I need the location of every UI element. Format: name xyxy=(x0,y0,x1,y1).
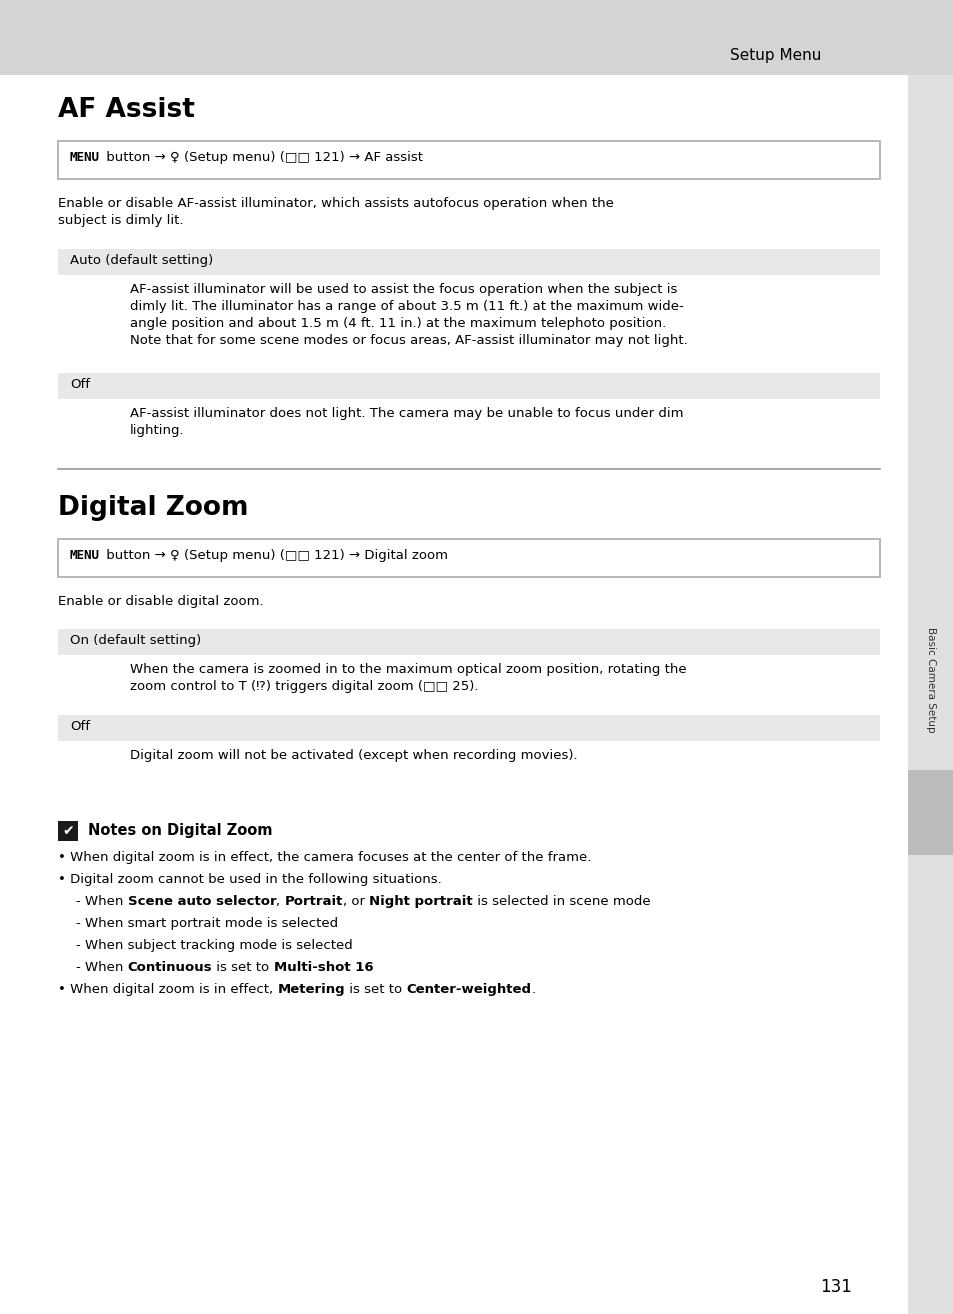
Text: • Digital zoom cannot be used in the following situations.: • Digital zoom cannot be used in the fol… xyxy=(58,872,441,886)
Text: AF-assist illuminator will be used to assist the focus operation when the subjec: AF-assist illuminator will be used to as… xyxy=(130,283,687,347)
Text: is set to: is set to xyxy=(212,961,274,974)
Text: Portrait: Portrait xyxy=(284,895,343,908)
Text: Enable or disable digital zoom.: Enable or disable digital zoom. xyxy=(58,595,263,608)
Bar xyxy=(907,75,953,1314)
Text: Digital Zoom: Digital Zoom xyxy=(58,495,248,520)
Text: Auto (default setting): Auto (default setting) xyxy=(70,254,213,267)
Text: 131: 131 xyxy=(820,1279,851,1296)
Text: , or: , or xyxy=(343,895,369,908)
Text: - When smart portrait mode is selected: - When smart portrait mode is selected xyxy=(76,917,337,930)
Text: Multi-shot 16: Multi-shot 16 xyxy=(274,961,373,974)
Text: • When digital zoom is in effect,: • When digital zoom is in effect, xyxy=(58,983,277,996)
Text: On (default setting): On (default setting) xyxy=(70,633,201,646)
Text: MENU: MENU xyxy=(70,151,100,164)
Text: When the camera is zoomed in to the maximum optical zoom position, rotating the
: When the camera is zoomed in to the maxi… xyxy=(130,664,686,692)
Text: Off: Off xyxy=(70,720,90,733)
Bar xyxy=(58,539,879,577)
Bar xyxy=(58,248,879,275)
Text: • When digital zoom is in effect, the camera focuses at the center of the frame.: • When digital zoom is in effect, the ca… xyxy=(58,851,591,865)
Text: Scene auto selector: Scene auto selector xyxy=(128,895,276,908)
Text: Metering: Metering xyxy=(277,983,345,996)
Text: is selected in scene mode: is selected in scene mode xyxy=(473,895,650,908)
Text: ,: , xyxy=(276,895,284,908)
Text: button → ♀ (Setup menu) (□□ 121) → AF assist: button → ♀ (Setup menu) (□□ 121) → AF as… xyxy=(102,151,422,164)
Bar xyxy=(58,715,879,741)
Bar xyxy=(58,141,879,179)
Bar xyxy=(58,373,879,399)
Text: MENU: MENU xyxy=(70,549,100,562)
Text: Off: Off xyxy=(70,378,90,392)
Bar xyxy=(907,770,953,855)
Text: AF Assist: AF Assist xyxy=(58,97,194,124)
Text: AF-assist illuminator does not light. The camera may be unable to focus under di: AF-assist illuminator does not light. Th… xyxy=(130,407,682,438)
Text: Basic Camera Setup: Basic Camera Setup xyxy=(925,627,935,733)
Bar xyxy=(0,0,953,75)
Text: Notes on Digital Zoom: Notes on Digital Zoom xyxy=(88,823,273,838)
Text: .: . xyxy=(531,983,535,996)
Text: Continuous: Continuous xyxy=(128,961,212,974)
Text: is set to: is set to xyxy=(345,983,406,996)
Text: Setup Menu: Setup Menu xyxy=(729,49,821,63)
Bar xyxy=(58,629,879,654)
Text: Center-weighted: Center-weighted xyxy=(406,983,531,996)
Text: - When subject tracking mode is selected: - When subject tracking mode is selected xyxy=(76,940,353,953)
Text: Digital zoom will not be activated (except when recording movies).: Digital zoom will not be activated (exce… xyxy=(130,749,577,762)
Bar xyxy=(58,821,78,841)
Text: - When: - When xyxy=(76,961,128,974)
Text: Enable or disable AF-assist illuminator, which assists autofocus operation when : Enable or disable AF-assist illuminator,… xyxy=(58,197,613,227)
Text: ✔: ✔ xyxy=(62,824,73,838)
Text: - When: - When xyxy=(76,895,128,908)
Text: Night portrait: Night portrait xyxy=(369,895,473,908)
Text: button → ♀ (Setup menu) (□□ 121) → Digital zoom: button → ♀ (Setup menu) (□□ 121) → Digit… xyxy=(102,549,448,562)
